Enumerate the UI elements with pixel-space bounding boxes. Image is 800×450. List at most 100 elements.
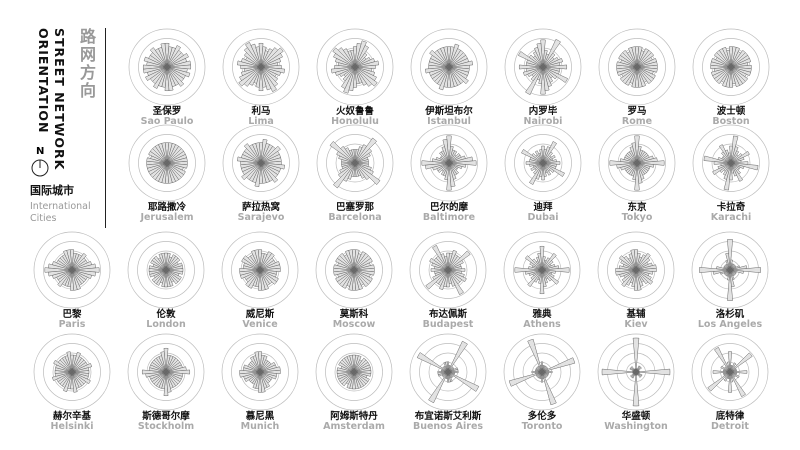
city-name-en: Stockholm [138,421,194,432]
orientation-bar [530,66,544,82]
ring [325,241,383,299]
orientation-bar [416,352,449,373]
orientation-bar [445,361,449,373]
orientation-bar [635,368,671,376]
orientation-bar [447,370,459,374]
city-name-en: Kiev [624,319,648,330]
orientation-bar [57,269,73,288]
ring [608,38,666,96]
orientation-bar [729,269,735,288]
orientation-bar [145,66,168,81]
ring [503,231,581,309]
city-name-cn: 斯德哥尔摩 [142,410,190,422]
orientation-bar [636,52,655,68]
orientation-bar [161,252,167,271]
orientation-bar [351,149,356,164]
orientation-bar [349,354,355,373]
orientation-bar [699,267,731,273]
orientation-bar [447,268,466,272]
orientation-bar [542,66,568,83]
orientation-bar [730,58,752,68]
ring [692,124,770,202]
ring [691,231,769,309]
orientation-bar [331,66,356,74]
orientation-bar [541,260,554,271]
orientation-bar [728,152,732,164]
ring [221,231,299,309]
city-name-en: Los Angeles [698,319,763,330]
orientation-bar [727,239,733,271]
orientation-bar [635,267,657,273]
orientation-bar [333,162,356,189]
ring [221,333,299,411]
orientation-bar [448,160,477,166]
ring [315,231,393,309]
subtitle-en: International Cities [30,201,91,224]
orientation-bar [518,51,544,68]
city-name-en: Dubai [527,212,558,223]
orientation-bar [541,357,576,373]
ring [232,38,290,96]
orientation-bar [165,369,191,375]
orientation-bar [541,252,557,271]
orientation-bar [71,269,78,291]
orientation-bar [601,368,637,376]
orientation-bar [255,142,262,164]
orientation-bar [525,161,544,165]
ring [316,124,394,202]
orientation-bar [729,371,733,383]
orientation-bar [259,371,266,393]
orientation-bar [425,269,449,290]
orientation-bar [541,269,547,288]
city-name-en: Buenos Aires [413,421,483,432]
orientation-bar [634,135,640,164]
orientation-bar [165,269,179,285]
ring [504,124,582,202]
city-name-cn: 华盛顿 [622,410,651,422]
orientation-bar [508,371,543,387]
subtitle-cn: 国际城市 [30,184,74,197]
orientation-bar [730,150,750,164]
orientation-bar [260,162,267,184]
orientation-bar [337,47,356,68]
orientation-bar [354,162,359,177]
city-name-cn: 布宜诺斯艾利斯 [414,410,482,422]
orientation-bar [635,257,651,271]
orientation-bar [259,252,275,271]
city-name-en: Sao Paulo [141,116,194,127]
orientation-bar [153,255,167,271]
orientation-bar [160,43,168,68]
city-name-cn: 萨拉热窝 [242,201,281,213]
city-name-en: Rome [622,116,652,127]
orientation-bar [729,370,748,374]
orientation-bar [636,162,643,184]
orientation-bar [354,64,376,70]
orientation-bar [621,269,637,283]
orientation-bar [354,66,373,87]
orientation-bar [712,370,731,374]
orientation-bar [260,66,277,92]
ring [222,124,300,202]
orientation-bar [533,162,544,175]
orientation-bar [165,257,181,271]
city-name-cn: 基辅 [625,308,646,320]
orientation-bar [525,66,544,96]
city-name-cn: 波士顿 [717,105,746,117]
city-name-cn: 布达佩斯 [428,308,468,320]
orientation-bar [730,66,736,85]
orientation-bar [534,150,544,164]
orientation-bar [71,363,93,373]
orientation-bar [727,371,733,393]
ring [514,134,572,192]
orientation-bar [635,269,649,285]
city-name-en: London [146,319,186,330]
city-name-cn: 巴塞罗那 [336,201,375,213]
orientation-bar [240,66,262,76]
ring [138,134,196,192]
